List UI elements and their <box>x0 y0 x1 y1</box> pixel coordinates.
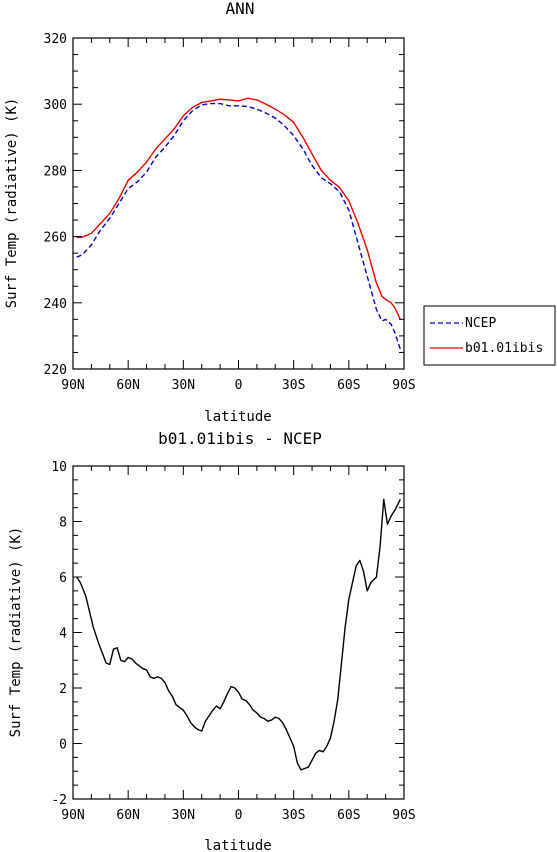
top-y-tick-label: 220 <box>44 363 67 378</box>
top-y-tick-label: 320 <box>44 32 67 47</box>
top-chart-series-group <box>77 98 401 349</box>
bottom-x-tick-label: 60N <box>116 808 139 823</box>
top-x-tick-label: 0 <box>235 378 243 393</box>
bottom-x-tick-label: 90N <box>61 808 84 823</box>
top-chart-legend: NCEP b01.01ibis <box>424 306 555 365</box>
legend-label-b01-01ibis: b01.01ibis <box>465 341 543 356</box>
top-chart-ticks: 90N 60N 30N 0 30S 60S 90S 220 240 260 280 300 320 <box>44 32 416 393</box>
top-y-tick-label: 240 <box>44 297 67 312</box>
bottom-chart-y-axis-label: Surf Temp (radiative) (K) <box>8 527 24 738</box>
bottom-x-tick-label: 30N <box>172 808 195 823</box>
top-x-tick-label: 60S <box>337 378 360 393</box>
bottom-x-tick-label: 60S <box>337 808 360 823</box>
top-chart-title: ANN <box>226 0 255 18</box>
bottom-y-tick-label: 0 <box>59 738 67 753</box>
bottom-y-tick-label: 4 <box>59 627 67 642</box>
legend-label-ncep: NCEP <box>465 316 496 331</box>
bottom-y-tick-label: 10 <box>51 460 67 475</box>
top-series-line-b01-01ibis <box>77 98 401 319</box>
bottom-chart-x-axis-label: latitude <box>204 838 271 852</box>
top-chart-x-axis-label: latitude <box>204 409 271 425</box>
top-chart-plot-frame <box>73 38 404 369</box>
bottom-chart-ticks: 90N 60N 30N 0 30S 60S 90S -2 0 2 4 6 8 10 <box>51 460 415 823</box>
top-y-tick-label: 260 <box>44 231 67 246</box>
bottom-chart-title: b01.01ibis - NCEP <box>158 429 322 448</box>
bottom-y-tick-label: -2 <box>51 793 67 808</box>
top-x-tick-label: 30N <box>172 378 195 393</box>
legend-box <box>424 306 555 365</box>
top-y-tick-label: 280 <box>44 164 67 179</box>
bottom-x-tick-label: 30S <box>282 808 305 823</box>
bottom-y-tick-label: 6 <box>59 571 67 586</box>
bottom-chart-plot-frame <box>73 466 404 799</box>
top-y-tick-label: 300 <box>44 98 67 113</box>
top-chart-y-axis-label: Surf Temp (radiative) (K) <box>4 98 20 309</box>
bottom-y-tick-label: 8 <box>59 516 67 531</box>
top-x-tick-label: 90S <box>392 378 415 393</box>
top-chart-panel: ANN 90N 60N 30N 0 30S 60S 90S 220 240 260 280 300 32… <box>4 0 555 425</box>
top-x-tick-label: 30S <box>282 378 305 393</box>
top-series-line-ncep <box>77 104 401 350</box>
bottom-chart-panel: b01.01ibis - NCEP 90N 60N 30N 0 30S 60S 90S -2 0… <box>8 429 416 852</box>
top-x-tick-label: 90N <box>61 378 84 393</box>
bottom-x-tick-label: 0 <box>235 808 243 823</box>
top-x-tick-label: 60N <box>116 378 139 393</box>
bottom-y-tick-label: 2 <box>59 682 67 697</box>
bottom-chart-series-group <box>77 499 401 770</box>
bottom-series-line-difference <box>77 499 401 770</box>
bottom-x-tick-label: 90S <box>392 808 415 823</box>
